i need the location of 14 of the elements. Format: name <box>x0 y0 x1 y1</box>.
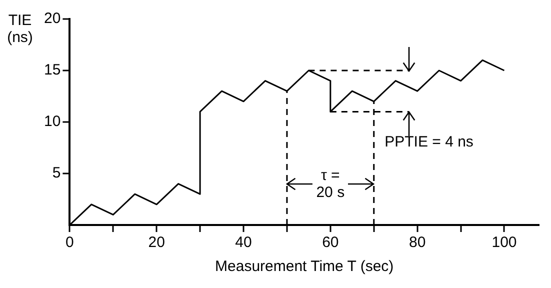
x-axis-title: Measurement Time T (sec) <box>215 258 394 276</box>
x-tick-label: 20 <box>148 234 165 252</box>
y-tick-label: 10 <box>44 113 61 130</box>
x-tick-label: 60 <box>322 234 339 252</box>
annotation: τ = 20 s <box>313 166 348 201</box>
y-tick-label: 5 <box>52 164 61 182</box>
annotation: PPTIE = 4 ns <box>384 133 474 150</box>
x-tick-label: 40 <box>235 234 252 252</box>
y-axis-title: TIE (ns) <box>6 12 34 46</box>
y-tick-label: 20 <box>44 10 61 28</box>
x-tick-label: 80 <box>408 234 426 252</box>
x-tick-label: 100 <box>492 234 517 252</box>
y-tick-label: 15 <box>44 62 61 79</box>
x-tick-label: 0 <box>66 234 74 252</box>
